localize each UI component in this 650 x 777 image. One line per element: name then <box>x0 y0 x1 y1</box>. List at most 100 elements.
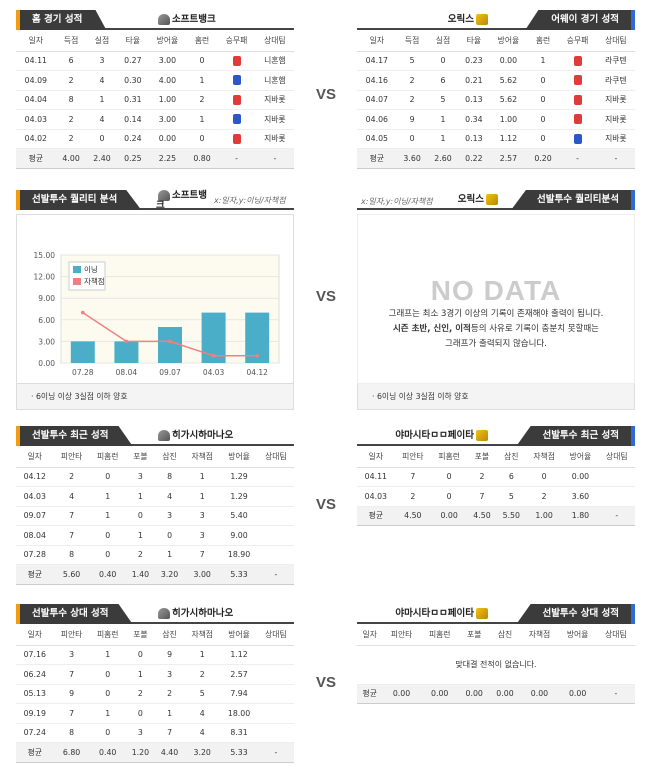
column-header: 상대팀 <box>596 624 635 646</box>
pitcher-recent-tab-right: 선발투수 최근 성적 <box>516 426 635 446</box>
table-cell: 0 <box>89 467 126 487</box>
average-cell: 1.20 <box>125 742 155 763</box>
home-games-table: 일자 득점 실점 타율 방어율 홈런 승무패 상대팀 04.11 6 3 0.27 3.00 0 니혼햄 04… <box>16 30 294 169</box>
column-header: 포볼 <box>467 446 497 468</box>
column-header: 실점 <box>86 30 118 52</box>
column-header: 방어율 <box>148 30 187 52</box>
table-cell: 9 <box>396 109 428 130</box>
column-header: 상대팀 <box>596 30 635 52</box>
average-row: 평균 3.60 2.60 0.22 2.57 0.20- - <box>357 148 635 169</box>
column-header: 득점 <box>396 30 428 52</box>
average-cell: 0.22 <box>458 148 490 169</box>
column-header: 홈런 <box>527 30 559 52</box>
average-row: 평균 4.50 0.00 4.50 5.50 1.00 1.80- <box>357 506 635 526</box>
table-cell: 5 <box>184 684 221 704</box>
table-cell <box>257 486 294 507</box>
table-cell: 3 <box>125 467 155 487</box>
table-cell: 4 <box>53 486 90 507</box>
bar <box>201 312 226 363</box>
average-row: 평균 4.00 2.40 0.25 2.25 0.80- - <box>16 148 294 169</box>
result-cell <box>558 90 597 110</box>
no-data-msg1: 그래프는 최소 3경기 이상의 기록이 존재해야 출력이 됩니다. <box>388 309 604 319</box>
column-header: 방어율 <box>489 30 528 52</box>
table-header-row: 일자 피안타 피홈런 포볼 삼진 자책점 방어율 상대팀 <box>357 624 635 646</box>
average-cell: 3.00 <box>184 564 221 585</box>
table-row: 07.28 8 0 2 1 7 18.90 <box>16 545 294 565</box>
column-header: 삼진 <box>154 446 185 468</box>
legend-swatch-earned-runs <box>73 278 81 285</box>
table-cell: 5.40 <box>220 506 258 526</box>
pitcher-recent-table-right: 일자 피안타 피홈런 포볼 삼진 자책점 방어율 상대팀 04.11 7 0 2 6 0 0.00 04.03… <box>357 446 635 526</box>
table-cell: 5.62 <box>489 70 528 91</box>
table-cell: 6 <box>55 51 87 71</box>
result-badge-icon <box>573 94 582 105</box>
away-team-label: 오릭스 <box>448 13 490 27</box>
orix-logo-icon <box>476 430 488 441</box>
table-cell <box>257 545 294 565</box>
table-cell: 1 <box>427 129 459 149</box>
table-cell: 8 <box>53 545 90 565</box>
result-cell <box>558 109 597 130</box>
table-cell: 04.02 <box>16 129 56 149</box>
table-cell: 18.00 <box>220 703 258 724</box>
column-header: 삼진 <box>496 446 526 468</box>
result-cell <box>558 129 597 149</box>
table-row: 07.24 8 0 3 7 4 8.31 <box>16 723 294 743</box>
table-cell: 0 <box>527 109 559 130</box>
average-cell: 3.60 <box>396 148 428 169</box>
vs-label: VS <box>315 288 336 305</box>
table-cell: 0 <box>431 486 468 507</box>
average-cell: 0.00 <box>489 684 521 704</box>
table-cell: 08.04 <box>16 525 54 546</box>
table-header-row: 일자 득점 실점 타율 방어율 홈런 승무패 상대팀 <box>16 30 294 52</box>
table-row: 04.05 0 1 0.13 1.12 0 지바롯 <box>357 129 635 149</box>
average-cell: 2.57 <box>489 148 528 169</box>
average-cell: 0.80 <box>186 148 218 169</box>
home-games-panel: 홈 경기 성적 소프트뱅크 일자 득점 실점 타율 방어율 홈런 승무패 상대팀 04.11 6 3… <box>16 10 294 169</box>
orix-logo-icon <box>476 14 488 25</box>
table-cell: 1 <box>184 645 221 665</box>
table-cell: 0 <box>89 525 126 546</box>
table-cell <box>257 723 294 743</box>
table-row: 09.19 7 1 0 1 4 18.00 <box>16 703 294 724</box>
table-cell: 0 <box>125 703 155 724</box>
table-header-row: 일자 피안타 피홈런 포볼 삼진 자책점 방어율 상대팀 <box>16 446 294 468</box>
table-cell: 지바롯 <box>255 129 294 149</box>
table-cell: 0.00 <box>148 129 187 149</box>
quality-tab-right: 선발투수 퀄리티분석 <box>511 190 635 210</box>
column-header: 일자 <box>357 30 397 52</box>
table-cell: 9 <box>154 645 185 665</box>
table-cell: 8.31 <box>220 723 258 743</box>
average-cell: 1.80 <box>562 506 599 526</box>
average-cell: 0.40 <box>89 564 126 585</box>
axis-note-left: x:일자,y:이닝/자책점 <box>214 196 286 205</box>
away-games-table: 일자 득점 실점 타율 방어율 홈런 승무패 상대팀 04.17 5 0 0.23 0.00 1 라쿠텐 04… <box>357 30 635 169</box>
table-cell: 1.00 <box>489 109 528 130</box>
table-cell: 09.07 <box>16 506 54 526</box>
table-cell: 3.00 <box>148 109 187 130</box>
table-cell: 7 <box>53 703 90 724</box>
table-cell: 0 <box>125 645 155 665</box>
result-badge-icon <box>232 133 241 144</box>
table-cell: 3 <box>154 664 185 685</box>
average-cell: 5.60 <box>53 564 90 585</box>
table-cell: 1 <box>89 645 126 665</box>
table-cell: 2 <box>394 486 431 507</box>
quality-team-left: 소프트뱅크 <box>156 190 207 211</box>
table-cell: 0 <box>525 467 563 487</box>
table-cell: 지바롯 <box>255 90 294 110</box>
table-cell: 09.19 <box>16 703 54 724</box>
table-cell: 4.00 <box>148 70 187 91</box>
vs-label: VS <box>315 86 336 103</box>
result-badge-icon <box>232 94 241 105</box>
table-cell: 04.04 <box>16 90 56 110</box>
quality-chart: 0.00 3.00 6.00 9.00 12.00 15.00 07.28 08.04 09.0… <box>16 214 294 384</box>
pitcher-vs-tab-left: 선발투수 상대 성적 <box>16 604 133 624</box>
column-header: 피안타 <box>394 446 431 468</box>
home-games-tab: 홈 경기 성적 <box>16 10 107 30</box>
quality-team-right: 오릭스 <box>458 193 500 207</box>
table-cell: 7 <box>53 664 90 685</box>
table-cell: 0.23 <box>458 51 490 71</box>
table-cell: 2 <box>55 70 87 91</box>
table-cell: 7 <box>467 486 497 507</box>
